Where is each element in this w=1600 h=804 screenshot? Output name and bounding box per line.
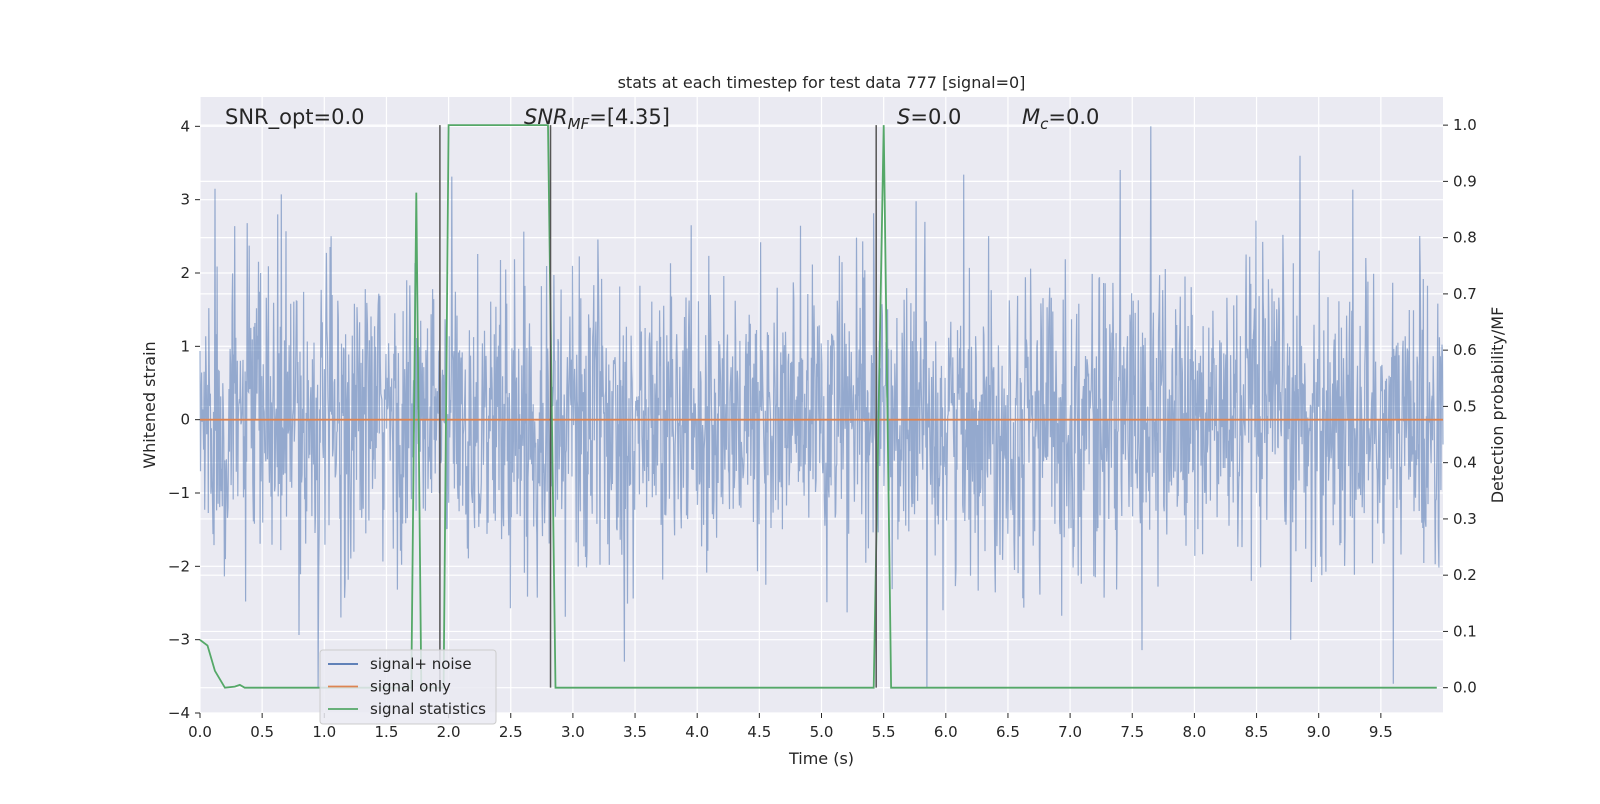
y-tick-label-right: 0.3 xyxy=(1453,510,1477,528)
chart-title: stats at each timestep for test data 777… xyxy=(618,73,1026,92)
y-tick-label-right: 0.5 xyxy=(1453,397,1477,415)
annotation-snr-mf: SNRMF=[4.35] xyxy=(524,105,670,133)
ticks: 0.0 0.5 1.0 1.5 2.0 2.5 3.0 3.5 4.0 4.5 5.0 5.5 6.0 6… xyxy=(168,116,1477,741)
y-axis-label-left: Whitened strain xyxy=(140,341,159,468)
y-tick-label-left: 3 xyxy=(180,191,190,209)
y-tick-label-right: 0.6 xyxy=(1453,341,1477,359)
legend-label: signal statistics xyxy=(370,700,486,718)
x-tick-label: 4.0 xyxy=(685,723,709,741)
y-tick-label-right: 0.4 xyxy=(1453,454,1477,472)
y-tick-label-right: 0.7 xyxy=(1453,285,1477,303)
x-tick-label: 6.5 xyxy=(996,723,1020,741)
y-tick-label-right: 0.0 xyxy=(1453,679,1477,697)
x-tick-label: 4.5 xyxy=(747,723,771,741)
y-tick-label-left: −2 xyxy=(168,557,190,575)
series-line-signal-noise xyxy=(199,126,1444,688)
legend-label: signal+ noise xyxy=(370,655,472,673)
annotation-mc: Mc=0.0 xyxy=(1022,105,1099,133)
y-tick-label-right: 0.2 xyxy=(1453,566,1477,584)
x-tick-label: 9.5 xyxy=(1369,723,1393,741)
annotation-s-symbol: S xyxy=(897,105,910,129)
annotation-snr-mf-symbol: SNR xyxy=(524,105,568,129)
y-tick-label-right: 0.8 xyxy=(1453,229,1477,247)
legend: signal+ noise signal only signal statistic… xyxy=(319,649,497,725)
annotation-s-value: =0.0 xyxy=(910,105,961,129)
legend-box xyxy=(319,649,497,725)
y-axis-label-right: Detection probability/MF xyxy=(1488,307,1507,504)
legend-label: signal only xyxy=(370,678,451,696)
y-tick-label-left: 4 xyxy=(180,117,190,135)
x-tick-label: 7.0 xyxy=(1058,723,1082,741)
x-tick-label: 1.5 xyxy=(375,723,399,741)
x-tick-label: 1.0 xyxy=(312,723,336,741)
y-tick-label-left: −1 xyxy=(168,484,190,502)
annotation-mc-value: =0.0 xyxy=(1048,105,1099,129)
y-tick-label-left: −3 xyxy=(168,631,190,649)
y-tick-label-left: −4 xyxy=(168,704,190,722)
x-tick-label: 5.5 xyxy=(872,723,896,741)
y-tick-label-right: 0.1 xyxy=(1453,622,1477,640)
x-tick-label: 5.0 xyxy=(810,723,834,741)
x-tick-label: 9.0 xyxy=(1307,723,1331,741)
x-tick-label: 0.0 xyxy=(188,723,212,741)
x-tick-label: 2.0 xyxy=(437,723,461,741)
x-tick-label: 3.5 xyxy=(623,723,647,741)
x-tick-label: 0.5 xyxy=(250,723,274,741)
x-tick-label: 8.0 xyxy=(1182,723,1206,741)
series-signal-noise xyxy=(199,126,1444,688)
annotation-s: S=0.0 xyxy=(897,105,961,129)
annotation-mc-subscript: c xyxy=(1040,115,1049,133)
annotation-snr-mf-subscript: MF xyxy=(568,115,590,133)
annotation-snr-mf-value: =[4.35] xyxy=(589,105,670,129)
x-tick-label: 3.0 xyxy=(561,723,585,741)
y-tick-label-right: 0.9 xyxy=(1453,172,1477,190)
x-tick-label: 2.5 xyxy=(499,723,523,741)
y-tick-label-left: 0 xyxy=(180,411,190,429)
x-tick-label: 8.5 xyxy=(1245,723,1269,741)
x-axis-label: Time (s) xyxy=(788,749,854,768)
annotation-snr-opt: SNR_opt=0.0 xyxy=(225,105,365,130)
y-tick-label-left: 1 xyxy=(180,337,190,355)
x-tick-label: 6.0 xyxy=(934,723,958,741)
y-tick-label-right: 1.0 xyxy=(1453,116,1477,134)
y-tick-label-left: 2 xyxy=(180,264,190,282)
annotation-mc-symbol: M xyxy=(1022,105,1040,129)
x-tick-label: 7.5 xyxy=(1120,723,1144,741)
